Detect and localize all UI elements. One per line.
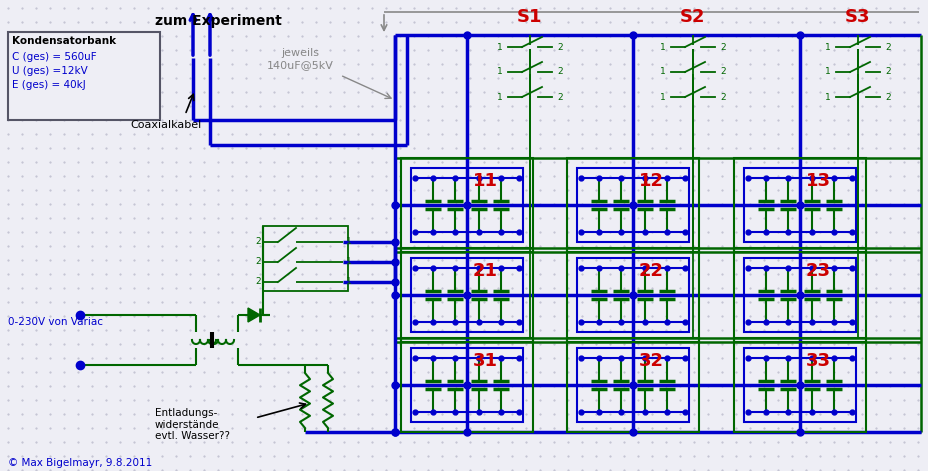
Text: 1: 1 bbox=[346, 277, 352, 286]
Text: 2: 2 bbox=[884, 67, 890, 76]
Text: 22: 22 bbox=[638, 262, 663, 280]
Text: Entladungs-
widerstände
evtl. Wasser??: Entladungs- widerstände evtl. Wasser?? bbox=[155, 408, 230, 441]
Bar bbox=[743, 258, 855, 332]
Bar bbox=[743, 168, 855, 242]
Text: Coaxialkabel: Coaxialkabel bbox=[130, 120, 201, 130]
Text: 2: 2 bbox=[557, 92, 562, 101]
Bar bbox=[401, 248, 533, 342]
Text: 1: 1 bbox=[346, 258, 352, 267]
Bar bbox=[566, 338, 698, 432]
Bar bbox=[743, 348, 855, 422]
Text: S3: S3 bbox=[844, 8, 870, 26]
Bar bbox=[410, 168, 522, 242]
Bar bbox=[576, 258, 689, 332]
Text: 1: 1 bbox=[496, 67, 502, 76]
Text: 31: 31 bbox=[472, 352, 497, 370]
Text: 12: 12 bbox=[638, 172, 663, 190]
Bar bbox=[410, 258, 522, 332]
Polygon shape bbox=[248, 308, 260, 322]
Bar bbox=[401, 338, 533, 432]
Text: 1: 1 bbox=[660, 92, 665, 101]
Text: 33: 33 bbox=[805, 352, 830, 370]
Text: 2: 2 bbox=[884, 92, 890, 101]
Text: 2: 2 bbox=[557, 67, 562, 76]
Bar bbox=[566, 158, 698, 252]
Bar bbox=[263, 226, 348, 291]
Text: 2: 2 bbox=[884, 42, 890, 51]
Text: 2: 2 bbox=[719, 42, 725, 51]
Text: 1: 1 bbox=[824, 92, 830, 101]
Text: 2: 2 bbox=[719, 92, 725, 101]
Text: 1: 1 bbox=[824, 67, 830, 76]
Text: 2: 2 bbox=[255, 237, 261, 246]
Bar bbox=[733, 158, 865, 252]
Text: 13: 13 bbox=[805, 172, 830, 190]
Text: 1: 1 bbox=[496, 42, 502, 51]
Text: zum Experiment: zum Experiment bbox=[155, 14, 281, 28]
Text: 0-230V von Variac: 0-230V von Variac bbox=[8, 317, 103, 327]
Bar bbox=[733, 338, 865, 432]
Text: 32: 32 bbox=[638, 352, 663, 370]
Bar bbox=[576, 348, 689, 422]
Text: © Max Bigelmayr, 9.8.2011: © Max Bigelmayr, 9.8.2011 bbox=[8, 458, 152, 468]
Text: 1: 1 bbox=[660, 42, 665, 51]
Text: Kondensatorbank: Kondensatorbank bbox=[12, 36, 116, 46]
Text: 2: 2 bbox=[255, 258, 261, 267]
Text: U (ges) =12kV: U (ges) =12kV bbox=[12, 66, 87, 76]
Text: 1: 1 bbox=[660, 67, 665, 76]
Text: jeweils
140uF@5kV: jeweils 140uF@5kV bbox=[266, 48, 333, 70]
Text: 1: 1 bbox=[824, 42, 830, 51]
Bar bbox=[733, 248, 865, 342]
Text: S2: S2 bbox=[679, 8, 705, 26]
Bar bbox=[401, 158, 533, 252]
Text: 23: 23 bbox=[805, 262, 830, 280]
Text: E (ges) = 40kJ: E (ges) = 40kJ bbox=[12, 80, 85, 90]
Text: 2: 2 bbox=[557, 42, 562, 51]
Text: C (ges) = 560uF: C (ges) = 560uF bbox=[12, 52, 97, 62]
Text: 1: 1 bbox=[496, 92, 502, 101]
Text: 2: 2 bbox=[719, 67, 725, 76]
Bar bbox=[410, 348, 522, 422]
Bar bbox=[566, 248, 698, 342]
Text: 21: 21 bbox=[472, 262, 497, 280]
Bar bbox=[8, 32, 160, 120]
Text: 2: 2 bbox=[255, 277, 261, 286]
Text: 11: 11 bbox=[472, 172, 497, 190]
Text: 1: 1 bbox=[346, 237, 352, 246]
Text: S1: S1 bbox=[517, 8, 542, 26]
Bar bbox=[576, 168, 689, 242]
